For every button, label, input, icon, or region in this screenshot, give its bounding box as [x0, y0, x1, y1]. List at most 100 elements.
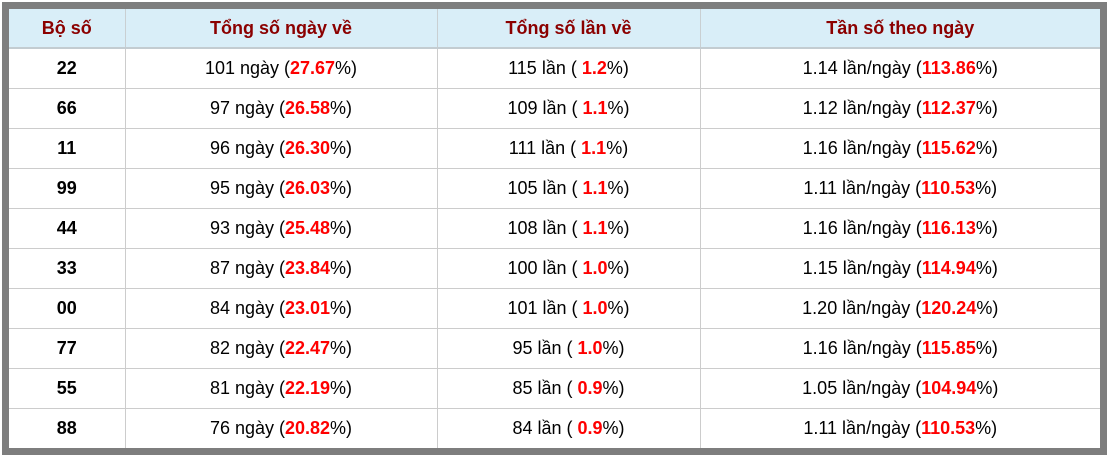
frequency-cell: 1.20 lần/ngày (120.24%): [700, 288, 1100, 329]
frequency-cell: 1.11 lần/ngày (110.53%): [700, 168, 1100, 209]
days-percent-highlight: 26.30: [285, 137, 331, 158]
times-percent-highlight: 0.9: [577, 377, 603, 398]
frequency-percent-highlight: 115.85: [921, 337, 976, 358]
times-text-suffix: %): [607, 217, 630, 238]
frequency-cell: 1.15 lần/ngày (114.94%): [700, 248, 1100, 289]
days-cell: 93 ngày (25.48%): [125, 208, 438, 249]
days-text: 87 ngày (: [209, 257, 285, 278]
times-cell: 115 lần ( 1.2%): [437, 48, 701, 89]
frequency-text-suffix: %): [975, 137, 998, 158]
times-text: 109 lần (: [507, 97, 583, 118]
days-text-suffix: %): [330, 257, 353, 278]
times-text: 95 lần (: [512, 337, 578, 358]
pair-value: 44: [56, 217, 77, 238]
times-text-suffix: %): [607, 297, 630, 318]
table-row: 99 95 ngày (26.03%) 105 lần ( 1.1%) 1.11 lầ…: [9, 168, 1100, 209]
pair-cell: 66: [9, 88, 126, 129]
frequency-text: 1.15 lần/ngày (: [802, 257, 922, 278]
days-cell: 101 ngày (27.67%): [125, 48, 438, 89]
header-pair: Bộ số: [9, 9, 126, 49]
times-percent-highlight: 1.0: [577, 337, 603, 358]
pair-cell: 00: [9, 288, 126, 329]
days-text: 81 ngày (: [209, 377, 285, 398]
times-text: 115 lần (: [508, 57, 582, 78]
days-percent-highlight: 25.48: [285, 217, 331, 238]
pair-value: 11: [57, 137, 77, 158]
days-text: 93 ngày (: [209, 217, 285, 238]
frequency-percent-highlight: 114.94: [921, 257, 976, 278]
times-percent-highlight: 0.9: [577, 417, 603, 438]
days-text: 95 ngày (: [209, 177, 285, 198]
days-cell: 97 ngày (26.58%): [125, 88, 438, 129]
days-cell: 96 ngày (26.30%): [125, 128, 438, 169]
times-cell: 109 lần ( 1.1%): [437, 88, 701, 129]
days-percent-highlight: 22.19: [285, 377, 331, 398]
frequency-cell: 1.16 lần/ngày (115.62%): [700, 128, 1100, 169]
days-text-suffix: %): [330, 417, 353, 438]
times-cell: 85 lần ( 0.9%): [437, 368, 701, 409]
days-text: 84 ngày (: [209, 297, 285, 318]
days-text: 101 ngày (: [204, 57, 290, 78]
frequency-text: 1.05 lần/ngày (: [802, 377, 922, 398]
times-text: 84 lần (: [512, 417, 578, 438]
table-row: 77 82 ngày (22.47%) 95 lần ( 1.0%) 1.16 lần…: [9, 328, 1100, 369]
frequency-cell: 1.12 lần/ngày (112.37%): [700, 88, 1100, 129]
frequency-percent-highlight: 113.86: [921, 57, 976, 78]
pair-cell: 44: [9, 208, 126, 249]
table-row: 11 96 ngày (26.30%) 111 lần ( 1.1%) 1.16 lầ…: [9, 128, 1100, 169]
frequency-text-suffix: %): [975, 217, 998, 238]
days-text-suffix: %): [330, 177, 353, 198]
pair-value: 99: [56, 177, 77, 198]
days-cell: 84 ngày (23.01%): [125, 288, 438, 329]
pair-value: 00: [56, 297, 77, 318]
pair-value: 66: [56, 97, 77, 118]
table-row: 55 81 ngày (22.19%) 85 lần ( 0.9%) 1.05 lần…: [9, 368, 1100, 409]
times-percent-highlight: 1.0: [582, 257, 608, 278]
times-text: 85 lần (: [512, 377, 578, 398]
days-text-suffix: %): [330, 97, 353, 118]
pair-value: 77: [56, 337, 77, 358]
days-cell: 87 ngày (23.84%): [125, 248, 438, 289]
frequency-text: 1.16 lần/ngày (: [802, 217, 922, 238]
times-text-suffix: %): [606, 137, 629, 158]
days-percent-highlight: 26.03: [285, 177, 331, 198]
days-cell: 95 ngày (26.03%): [125, 168, 438, 209]
frequency-text-suffix: %): [975, 57, 998, 78]
lottery-stats-table: Bộ số Tổng số ngày về Tổng số lần về Tần…: [9, 9, 1100, 448]
pair-cell: 99: [9, 168, 126, 209]
days-cell: 81 ngày (22.19%): [125, 368, 438, 409]
days-text-suffix: %): [330, 217, 353, 238]
times-cell: 105 lần ( 1.1%): [437, 168, 701, 209]
frequency-text: 1.11 lần/ngày (: [803, 417, 922, 438]
times-cell: 84 lần ( 0.9%): [437, 408, 701, 448]
frequency-percent-highlight: 110.53: [921, 417, 976, 438]
frequency-text: 1.14 lần/ngày (: [802, 57, 922, 78]
pair-value: 33: [56, 257, 77, 278]
table-row: 33 87 ngày (23.84%) 100 lần ( 1.0%) 1.15 lầ…: [9, 248, 1100, 289]
times-text-suffix: %): [602, 417, 625, 438]
pair-value: 55: [56, 377, 77, 398]
pair-cell: 88: [9, 408, 126, 448]
table-row: 22 101 ngày (27.67%) 115 lần ( 1.2%) 1.14 l…: [9, 48, 1100, 89]
days-percent-highlight: 23.84: [285, 257, 331, 278]
days-text-suffix: %): [330, 377, 353, 398]
table-row: 00 84 ngày (23.01%) 101 lần ( 1.0%) 1.20 lầ…: [9, 288, 1100, 329]
times-percent-highlight: 1.1: [581, 137, 607, 158]
times-text-suffix: %): [602, 377, 625, 398]
frequency-percent-highlight: 120.24: [921, 297, 977, 318]
frequency-text: 1.11 lần/ngày (: [803, 177, 922, 198]
days-text-suffix: %): [330, 137, 353, 158]
frequency-percent-highlight: 116.13: [921, 217, 976, 238]
frequency-cell: 1.16 lần/ngày (115.85%): [700, 328, 1100, 369]
frequency-text-suffix: %): [976, 297, 999, 318]
days-text-suffix: %): [330, 337, 353, 358]
times-text: 105 lần (: [507, 177, 583, 198]
times-text: 108 lần (: [507, 217, 583, 238]
frequency-text: 1.20 lần/ngày (: [802, 297, 922, 318]
times-cell: 101 lần ( 1.0%): [437, 288, 701, 329]
times-text-suffix: %): [607, 177, 630, 198]
frequency-text-suffix: %): [976, 377, 999, 398]
days-percent-highlight: 23.01: [285, 297, 331, 318]
days-text: 82 ngày (: [209, 337, 285, 358]
